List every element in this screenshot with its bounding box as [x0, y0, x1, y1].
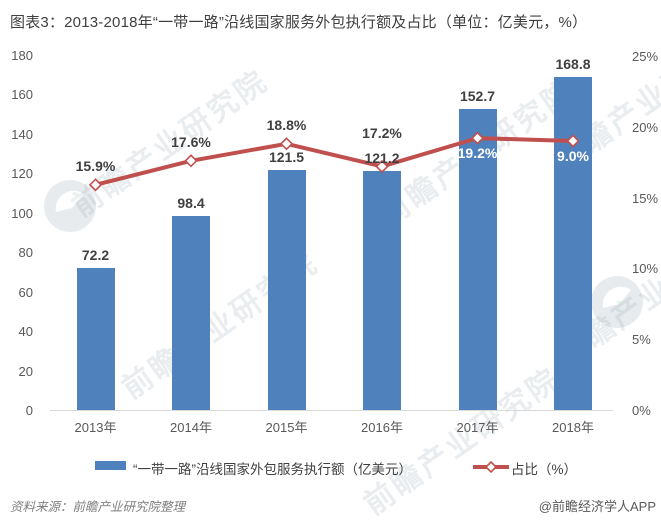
source-note: 资料来源：前瞻产业研究院整理 — [10, 500, 186, 514]
left-axis-tick: 20 — [18, 363, 33, 379]
bar-value-label: 72.2 — [81, 246, 110, 263]
bar-value-label: 121.2 — [364, 149, 400, 166]
ratio-label: 19.2% — [457, 145, 498, 162]
legend-bar-label: “一带一路”沿线国家外包服务执行额（亿美元） — [133, 462, 412, 477]
ratio-label: 15.9% — [75, 157, 116, 174]
line-marker-diamond-icon — [184, 154, 198, 168]
watermark-logo-icon — [42, 178, 98, 239]
left-axis-tick: 80 — [18, 245, 33, 261]
bar-value-label: 98.4 — [177, 194, 205, 211]
right-axis-tick: 15% — [632, 190, 659, 206]
left-axis-tick: 100 — [11, 205, 33, 221]
legend-bar-swatch — [95, 461, 126, 470]
line-marker-diamond-icon — [279, 137, 294, 151]
x-axis-label: 2017年 — [456, 420, 499, 435]
ratio-label: 9.0% — [557, 147, 589, 164]
bar-2013年 — [76, 267, 115, 410]
right-axis-tick: 25% — [632, 49, 659, 64]
bar-value-label: 121.5 — [268, 149, 305, 166]
right-axis-tick: 20% — [632, 119, 659, 135]
bar-value-label: 152.7 — [459, 87, 496, 104]
right-axis-tick: 10% — [632, 261, 659, 277]
bar-2016年 — [363, 170, 401, 410]
watermark-logo-icon — [589, 274, 645, 335]
brand-credit: @前瞻经济学人APP — [538, 499, 656, 514]
left-axis-tick: 40 — [18, 324, 33, 340]
x-axis-label: 2015年 — [265, 420, 308, 435]
bar-2018年 — [554, 77, 592, 410]
chart-title: 图表3：2013-2018年“一带一路”沿线国家服务外包执行额及占比（单位：亿美… — [10, 14, 588, 31]
left-axis-tick: 180 — [11, 48, 33, 63]
left-axis-tick: 140 — [11, 126, 33, 142]
x-axis-label: 2018年 — [552, 420, 594, 435]
left-axis-tick: 160 — [11, 87, 33, 103]
left-axis-tick: 120 — [11, 166, 33, 182]
left-axis-tick: 60 — [18, 284, 33, 300]
legend-line-label: 占比（%） — [511, 462, 578, 477]
x-axis-label: 2016年 — [361, 420, 403, 435]
ratio-label: 17.2% — [362, 125, 402, 142]
bar-2014年 — [172, 215, 210, 410]
bar-value-label: 168.8 — [555, 56, 591, 73]
x-axis-line — [50, 410, 613, 411]
right-axis-tick: 5% — [632, 332, 651, 348]
right-axis-tick: 0% — [632, 403, 651, 418]
ratio-label: 17.6% — [171, 133, 211, 150]
bar-2015年 — [267, 170, 306, 410]
legend-line-marker-icon — [472, 460, 510, 478]
ratio-label: 18.8% — [266, 116, 307, 133]
x-axis-label: 2013年 — [74, 420, 117, 435]
left-axis-tick: 0 — [25, 403, 33, 418]
x-axis-label: 2014年 — [170, 420, 212, 435]
